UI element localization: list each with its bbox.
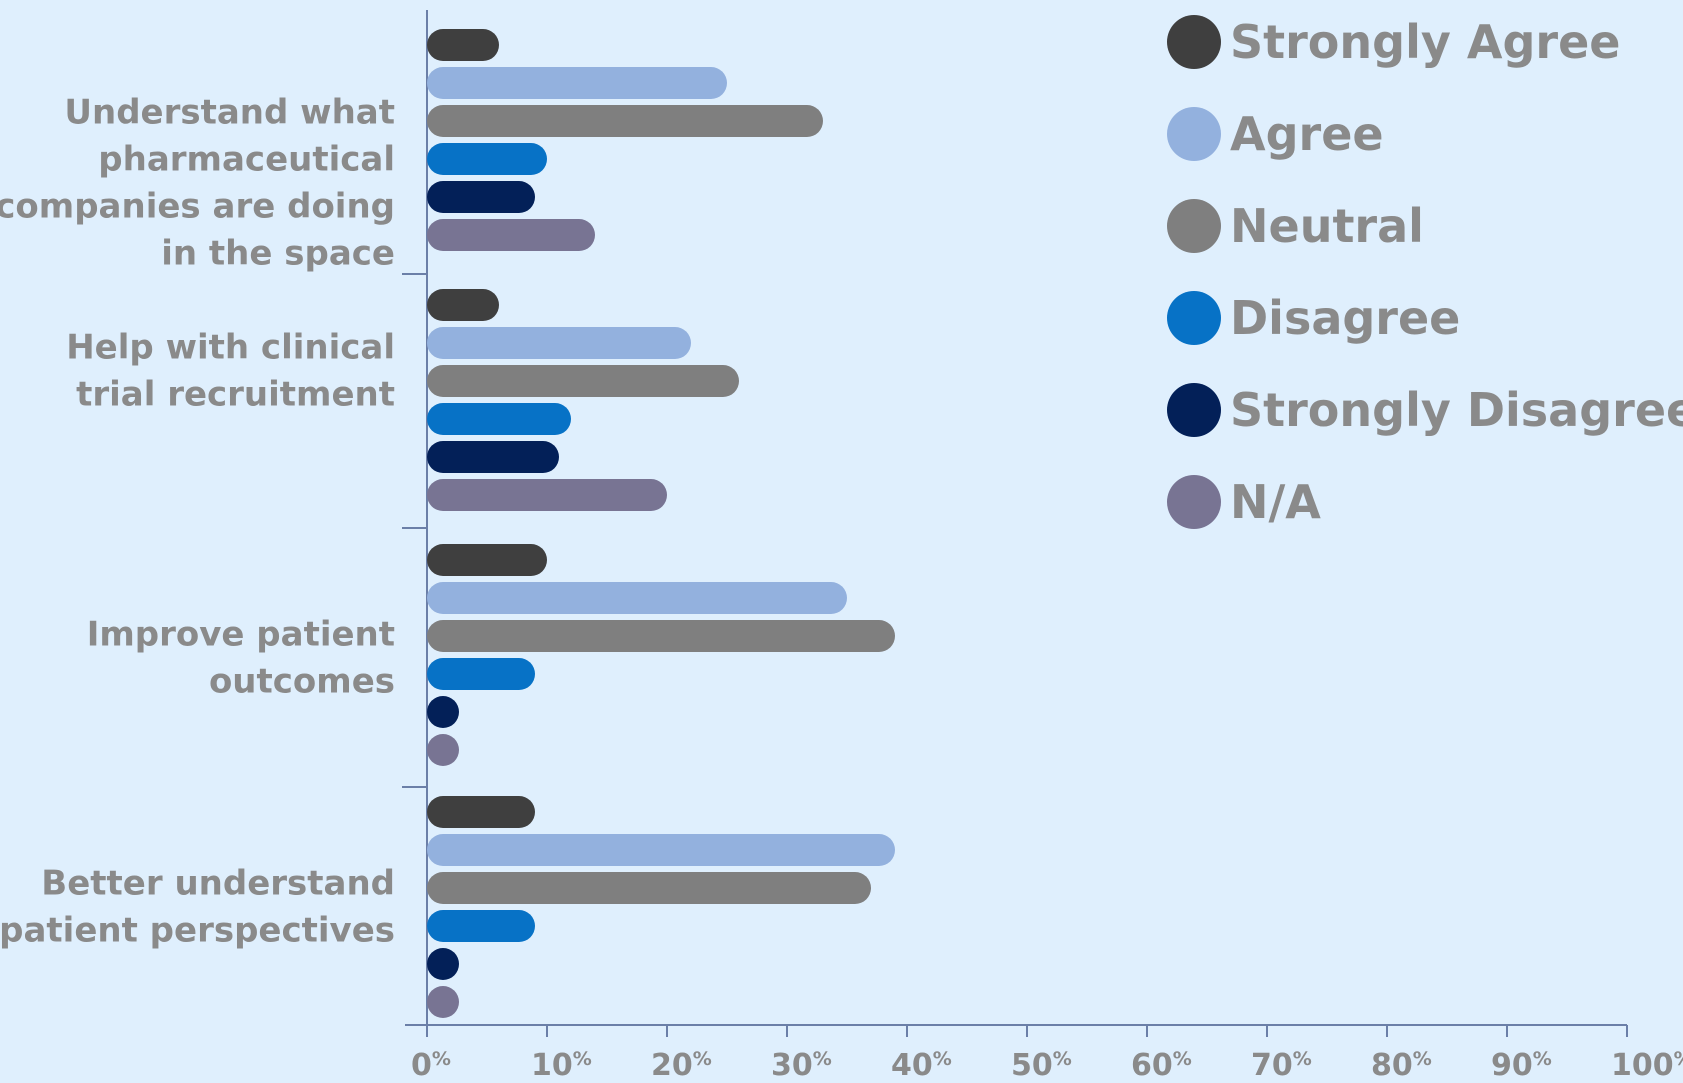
bar (427, 986, 459, 1018)
legend-swatch (1167, 475, 1221, 529)
category-label: pharmaceutical (98, 140, 395, 180)
category-label: Understand what (64, 93, 395, 133)
category-label: in the space (161, 234, 395, 274)
bar (427, 696, 459, 728)
bar (427, 582, 847, 614)
bar (427, 910, 535, 942)
legend: Strongly Agree Agree Neutral Disagree Strong… (1167, 15, 1683, 529)
legend-label: N/A (1230, 475, 1321, 529)
category-label: outcomes (209, 662, 395, 702)
bar (427, 872, 871, 904)
x-tick-label: 90% (1491, 1048, 1552, 1083)
bar (427, 181, 535, 213)
x-tick-label: 0% (411, 1048, 451, 1083)
legend-swatch (1167, 107, 1221, 161)
bar (427, 620, 895, 652)
x-tick-label: 80% (1371, 1048, 1432, 1083)
legend-label: Strongly Disagree (1230, 383, 1683, 437)
bar (427, 734, 459, 766)
legend-swatch (1167, 291, 1221, 345)
bar (427, 796, 535, 828)
bar (427, 479, 667, 511)
x-tick-label: 10% (531, 1048, 592, 1083)
legend-swatch (1167, 15, 1221, 69)
bar (427, 834, 895, 866)
bar (427, 219, 595, 251)
x-tick-label: 60% (1131, 1048, 1192, 1083)
x-tick-label: 20% (651, 1048, 712, 1083)
legend-label: Neutral (1230, 199, 1424, 253)
bar (427, 948, 459, 980)
category-label: Help with clinical (66, 328, 395, 368)
legend-swatch (1167, 199, 1221, 253)
category-label: patient perspectives (0, 911, 395, 951)
category-labels: Understand what pharmaceutical companies a… (0, 93, 395, 951)
x-tick-label: 70% (1251, 1048, 1312, 1083)
category-label: companies are doing (0, 187, 395, 227)
bar (427, 105, 823, 137)
x-tick-label: 40% (891, 1048, 952, 1083)
legend-label: Agree (1230, 107, 1384, 161)
category-label: trial recruitment (76, 375, 395, 415)
bar (427, 327, 691, 359)
x-tick-label: 100% (1611, 1048, 1683, 1083)
x-tick-label: 50% (1011, 1048, 1072, 1083)
bar (427, 365, 739, 397)
bar (427, 143, 547, 175)
bar (427, 67, 727, 99)
bar (427, 289, 499, 321)
legend-label: Disagree (1230, 291, 1460, 345)
bars (427, 29, 895, 1018)
x-tick-label: 30% (771, 1048, 832, 1083)
bar (427, 544, 547, 576)
bar (427, 29, 499, 61)
category-label: Improve patient (87, 615, 395, 655)
category-label: Better understand (41, 864, 395, 904)
axes (402, 10, 1627, 1026)
legend-label: Strongly Agree (1230, 15, 1620, 69)
bar (427, 658, 535, 690)
bar (427, 403, 571, 435)
legend-swatch (1167, 383, 1221, 437)
bar (427, 441, 559, 473)
x-axis-ticks: 0% 10% 20% 30% 40% 50% 60% 70% 80% 90% 100% (411, 1025, 1683, 1083)
